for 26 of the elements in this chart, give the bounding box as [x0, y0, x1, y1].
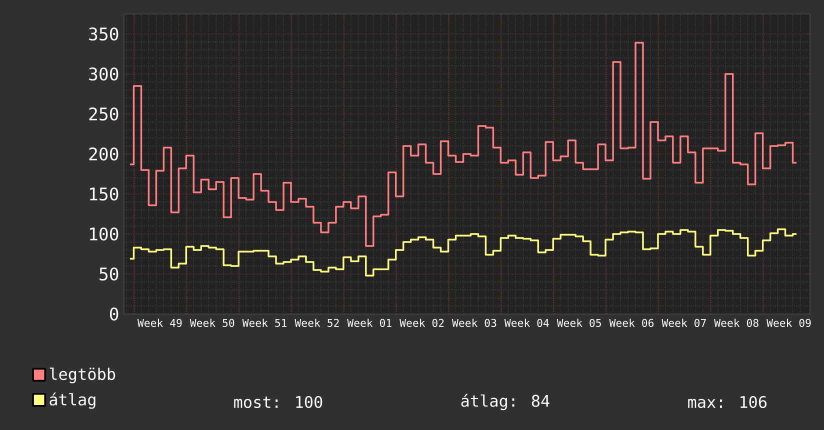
x-tick-label: Week 08 — [714, 318, 758, 327]
x-tick-label: Week 09 — [766, 318, 811, 327]
legend-label: legtöbb — [50, 368, 116, 384]
x-tick-label: Week 51 — [242, 318, 287, 327]
y-tick-label: 50 — [100, 267, 118, 281]
text: átlag: 84 — [461, 394, 550, 410]
y-tick-label: 0 — [110, 307, 118, 321]
x-tick-label: Week 07 — [662, 318, 706, 327]
x-tick-label: Week 49 — [137, 318, 182, 327]
y-tick-label: 300 — [89, 67, 118, 81]
x-tick-label: Week 50 — [190, 318, 234, 327]
x-tick-label: Week 06 — [609, 318, 654, 327]
y-tick-label: 150 — [90, 187, 118, 201]
x-tick-label: Week 03 — [452, 318, 496, 327]
y-tick-label: 350 — [89, 27, 118, 41]
y-tick-label: 250 — [89, 107, 118, 121]
x-tick-label: Week 01 — [347, 318, 392, 327]
x-tick-label: Week 05 — [556, 318, 601, 327]
x-tick-label: Week 04 — [504, 318, 549, 327]
y-tick-label: 100 — [90, 227, 118, 241]
y-tick-label: 200 — [89, 147, 118, 161]
text: most: 100 — [234, 396, 322, 408]
x-tick-label: Week 52 — [294, 318, 339, 327]
x-tick-label: Week 02 — [400, 318, 444, 327]
text: max: 106 — [688, 396, 766, 408]
legend-label: átlag — [50, 392, 96, 409]
